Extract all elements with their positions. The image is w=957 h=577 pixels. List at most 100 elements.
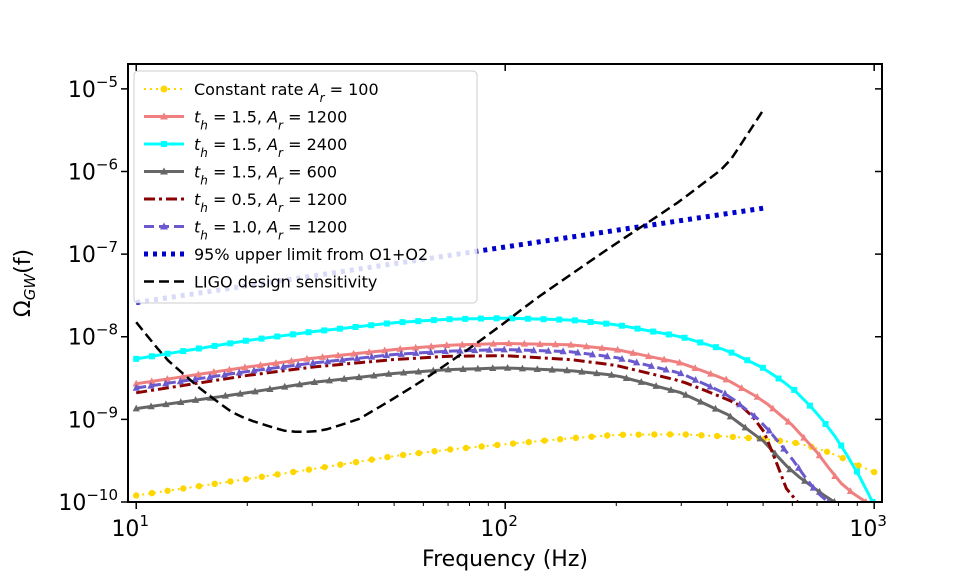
data-point xyxy=(776,437,784,444)
legend-label: th = 1.0, Ar = 1200 xyxy=(194,218,347,243)
data-point xyxy=(691,364,699,371)
data-point xyxy=(607,370,616,378)
data-point xyxy=(242,475,250,483)
data-point xyxy=(458,340,466,348)
data-point xyxy=(629,349,637,356)
data-point xyxy=(786,465,794,473)
data-point xyxy=(660,355,668,363)
data-point xyxy=(194,370,202,378)
data-point xyxy=(509,440,517,447)
data-point xyxy=(520,339,528,347)
x-tick-label: 101 xyxy=(111,512,149,542)
data-point xyxy=(721,389,729,397)
data-point xyxy=(415,449,423,457)
data-point xyxy=(281,382,289,390)
data-point xyxy=(536,340,544,347)
data-point xyxy=(706,382,714,390)
series-line-t-h-0-5-a-r-1200 xyxy=(135,354,799,502)
data-point xyxy=(227,478,234,485)
data-point xyxy=(368,322,375,329)
x-axis-label: Frequency (Hz) xyxy=(422,547,588,572)
data-point xyxy=(210,368,218,375)
y-tick-label: 10−10 xyxy=(58,486,118,516)
data-point xyxy=(572,434,580,442)
data-point xyxy=(272,359,280,366)
data-point xyxy=(784,417,792,425)
data-point xyxy=(148,353,155,360)
data-point xyxy=(691,375,700,383)
data-point xyxy=(485,345,494,353)
legend-label: Constant rate Ar = 100 xyxy=(194,80,379,105)
data-point xyxy=(456,346,464,354)
data-point xyxy=(430,317,437,324)
data-point xyxy=(176,377,184,385)
data-point xyxy=(220,370,229,378)
data-point xyxy=(682,431,689,438)
data-point xyxy=(256,361,265,369)
data-point xyxy=(179,372,187,380)
data-point xyxy=(251,387,259,395)
data-point xyxy=(831,472,839,480)
data-point xyxy=(446,316,453,323)
data-point xyxy=(352,323,359,330)
legend-item: th = 1.5, Ar = 2400 xyxy=(144,135,347,160)
data-point xyxy=(227,340,234,347)
data-point xyxy=(563,366,571,374)
legend-item: LIGO design sensitivity xyxy=(144,273,377,292)
data-point xyxy=(541,437,548,444)
data-point xyxy=(509,315,516,322)
legend-label: 95% upper limit from O1+O2 xyxy=(194,245,428,264)
x-tick-label: 102 xyxy=(480,512,518,542)
data-point xyxy=(494,441,501,449)
data-point xyxy=(338,355,346,363)
data-point xyxy=(618,354,626,362)
data-point xyxy=(365,348,373,355)
data-point xyxy=(759,364,766,371)
data-point xyxy=(707,369,715,377)
data-point xyxy=(769,404,777,412)
ticks-layer: 101 102 103 10−10 10−9 10−8 10−7 10−6 10−5 xyxy=(58,64,887,542)
data-point xyxy=(336,325,343,332)
data-point xyxy=(587,319,594,326)
data-point xyxy=(309,359,317,366)
data-point xyxy=(412,349,420,356)
data-point xyxy=(524,315,531,322)
data-point xyxy=(574,348,582,356)
data-point xyxy=(382,351,391,359)
series-line-constant-rate-a-r-100 xyxy=(136,433,875,497)
series-line-ligo-design-sensitivity xyxy=(135,109,765,434)
data-point xyxy=(462,315,469,322)
data-point xyxy=(287,357,296,364)
data-point xyxy=(147,381,155,389)
data-point xyxy=(431,448,438,455)
data-point xyxy=(559,347,567,355)
data-point xyxy=(652,382,660,389)
data-point xyxy=(603,320,610,327)
legend-item: 95% upper limit from O1+O2 xyxy=(144,245,428,264)
data-point xyxy=(164,487,171,494)
data-point xyxy=(353,354,361,362)
data-point xyxy=(162,400,170,408)
data-point xyxy=(682,390,690,398)
data-point xyxy=(211,342,218,349)
y-axis-label: ΩGW(f) xyxy=(11,249,39,317)
data-point xyxy=(206,373,214,380)
data-point xyxy=(712,344,719,351)
data-point xyxy=(800,433,808,441)
data-point xyxy=(337,461,344,468)
data-point xyxy=(853,468,860,475)
data-point xyxy=(619,431,627,438)
data-point xyxy=(809,483,817,491)
data-point xyxy=(823,448,831,455)
legend-box xyxy=(133,70,478,304)
data-point xyxy=(195,345,202,352)
data-point xyxy=(556,316,563,323)
data-point xyxy=(745,434,752,442)
data-point xyxy=(474,364,482,372)
data-point xyxy=(551,340,560,348)
data-point xyxy=(258,473,266,480)
data-point xyxy=(635,431,642,438)
data-point xyxy=(310,378,319,385)
data-point xyxy=(533,365,541,372)
